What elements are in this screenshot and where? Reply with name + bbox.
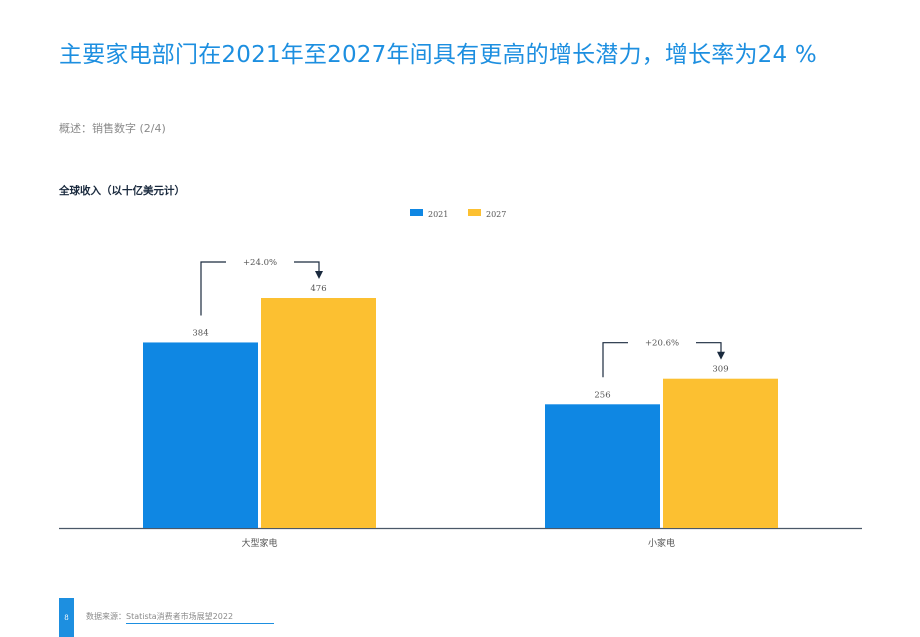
legend-label-2021: 2021 — [428, 210, 448, 219]
data-label-2027-0: 476 — [310, 284, 326, 294]
chart-heading: 全球收入（以十亿美元计） — [59, 185, 185, 197]
legend-swatch-2021 — [410, 209, 423, 216]
bar-2027-1 — [663, 378, 778, 528]
data-label-2027-1: 309 — [712, 365, 728, 375]
bar-chart: 2021 2027 384 476 大型家电 +24.0% 256 309 小家电 +20.6% — [59, 209, 862, 549]
legend-swatch-2027 — [468, 209, 481, 216]
bar-2021-1 — [545, 404, 660, 528]
growth-label-1: +20.6% — [645, 339, 679, 349]
growth-arrow-0 — [294, 261, 323, 279]
source-prefix: 数据来源： — [86, 612, 126, 621]
page-number: 8 — [59, 598, 74, 637]
legend-label-2027: 2027 — [486, 210, 506, 219]
growth-bracket-left-1 — [602, 342, 628, 378]
growth-label-0: +24.0% — [243, 258, 277, 268]
bar-2027-0 — [261, 298, 376, 528]
x-tick-label-0: 大型家电 — [241, 537, 277, 549]
growth-bracket-left-0 — [200, 261, 226, 316]
footer-source: 数据来源：Statista消费者市场展望2022 — [86, 611, 274, 624]
growth-arrow-1 — [696, 342, 725, 360]
page-title: 主要家电部门在2021年至2027年间具有更高的增长潜力，增长率为24 % — [59, 42, 817, 68]
bar-2021-0 — [143, 342, 258, 528]
data-label-2021-0: 384 — [192, 328, 208, 338]
x-tick-label-1: 小家电 — [648, 537, 675, 549]
data-label-2021-1: 256 — [594, 390, 610, 400]
page-subtitle: 概述：销售数字 (2/4) — [59, 122, 166, 135]
source-link[interactable]: Statista消费者市场展望2022 — [126, 611, 274, 624]
